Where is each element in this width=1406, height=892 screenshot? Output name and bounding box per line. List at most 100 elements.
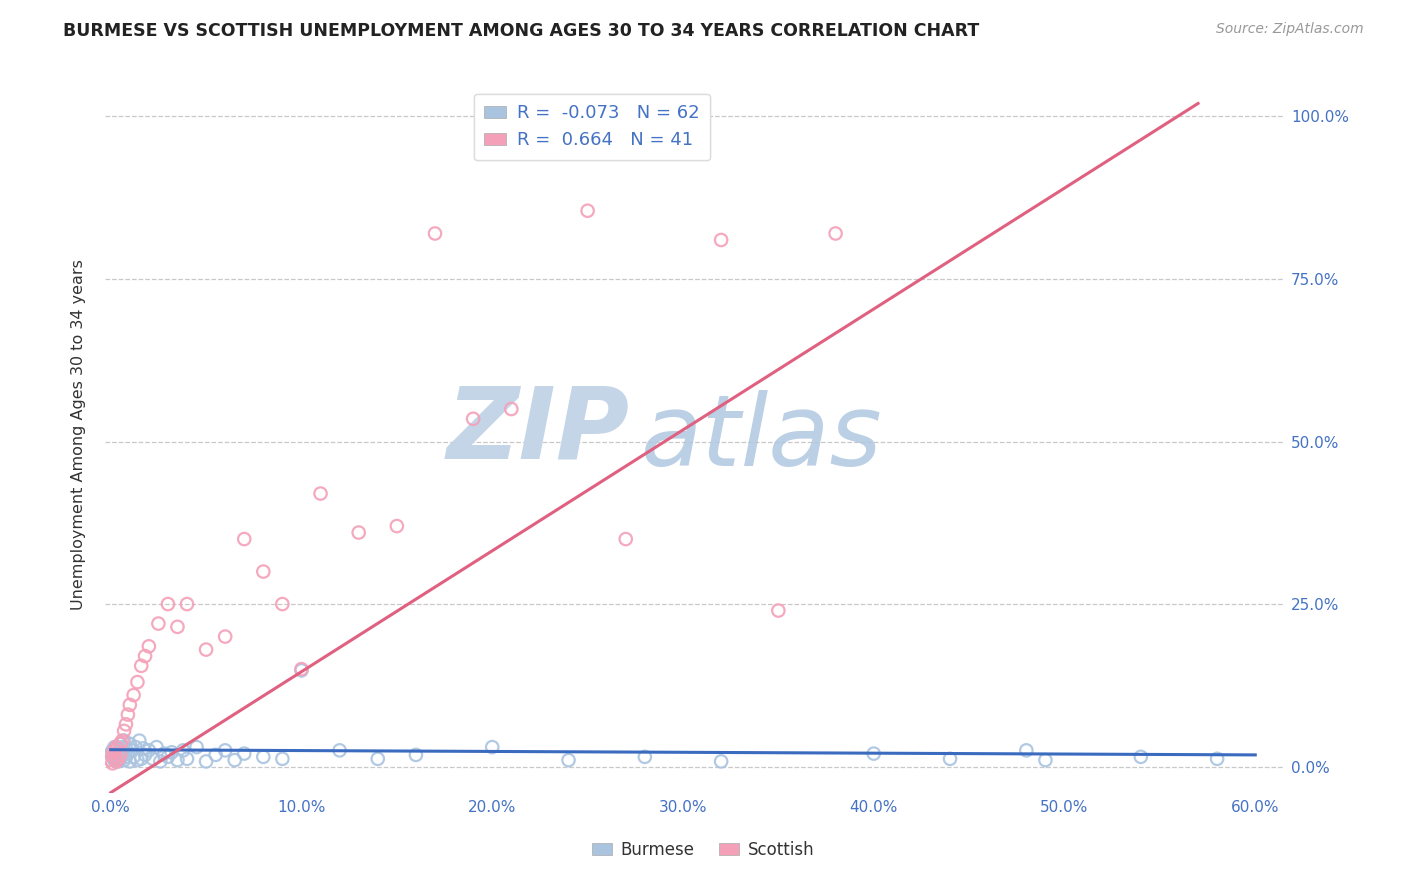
Point <box>103 752 125 766</box>
Point <box>1129 749 1152 764</box>
Point <box>101 749 124 764</box>
Point <box>112 753 135 767</box>
Point <box>110 737 132 751</box>
Point <box>463 411 485 425</box>
Point <box>1035 753 1057 767</box>
Point <box>110 747 132 762</box>
Point <box>118 755 141 769</box>
Point <box>481 740 503 755</box>
Point <box>105 741 128 756</box>
Point <box>329 743 352 757</box>
Point <box>117 707 139 722</box>
Point <box>115 749 138 764</box>
Point <box>195 642 218 657</box>
Point <box>138 743 160 757</box>
Point <box>252 565 274 579</box>
Point <box>233 747 256 761</box>
Point <box>110 743 132 757</box>
Point <box>156 749 179 764</box>
Point <box>309 486 332 500</box>
Point <box>405 747 427 762</box>
Point <box>214 630 236 644</box>
Point <box>1015 743 1038 757</box>
Point <box>768 603 790 617</box>
Legend: R =  -0.073   N = 62, R =  0.664   N = 41: R = -0.073 N = 62, R = 0.664 N = 41 <box>474 94 710 161</box>
Point <box>252 749 274 764</box>
Point <box>105 747 128 762</box>
Point <box>824 227 846 241</box>
Point <box>176 597 198 611</box>
Point <box>939 752 962 766</box>
Point <box>115 717 138 731</box>
Point <box>385 519 408 533</box>
Point <box>129 658 152 673</box>
Point <box>107 745 129 759</box>
Point <box>233 532 256 546</box>
Point <box>149 755 172 769</box>
Point <box>156 597 179 611</box>
Point <box>129 752 152 766</box>
Point <box>103 753 125 767</box>
Point <box>112 733 135 747</box>
Point <box>576 203 599 218</box>
Point <box>111 740 134 755</box>
Point <box>121 743 143 757</box>
Point <box>214 743 236 757</box>
Point <box>103 743 125 757</box>
Point <box>111 733 134 747</box>
Point <box>101 756 124 771</box>
Point <box>112 723 135 738</box>
Point <box>423 227 446 241</box>
Legend: Burmese, Scottish: Burmese, Scottish <box>585 835 821 866</box>
Point <box>103 749 125 764</box>
Point <box>134 747 156 762</box>
Point <box>634 749 657 764</box>
Point <box>153 747 176 761</box>
Point <box>290 664 312 678</box>
Point <box>347 525 370 540</box>
Point <box>118 737 141 751</box>
Point <box>142 752 165 766</box>
Point <box>271 597 294 611</box>
Point <box>127 753 149 767</box>
Point <box>501 402 523 417</box>
Point <box>1206 752 1229 766</box>
Point <box>118 698 141 712</box>
Point <box>105 740 128 755</box>
Text: BURMESE VS SCOTTISH UNEMPLOYMENT AMONG AGES 30 TO 34 YEARS CORRELATION CHART: BURMESE VS SCOTTISH UNEMPLOYMENT AMONG A… <box>63 22 980 40</box>
Point <box>117 747 139 761</box>
Point <box>107 755 129 769</box>
Point <box>122 749 145 764</box>
Y-axis label: Unemployment Among Ages 30 to 34 years: Unemployment Among Ages 30 to 34 years <box>72 260 86 610</box>
Point <box>195 755 218 769</box>
Point <box>710 233 733 247</box>
Text: atlas: atlas <box>641 390 883 487</box>
Point <box>132 741 155 756</box>
Point <box>115 741 138 756</box>
Point <box>105 755 128 769</box>
Point <box>145 740 167 755</box>
Point <box>614 532 637 546</box>
Point <box>166 620 188 634</box>
Point <box>172 743 194 757</box>
Point <box>128 733 150 747</box>
Point <box>176 752 198 766</box>
Point <box>110 752 132 766</box>
Point <box>148 616 170 631</box>
Point <box>134 649 156 664</box>
Point <box>101 743 124 757</box>
Point <box>710 755 733 769</box>
Point <box>122 688 145 702</box>
Point <box>101 747 124 761</box>
Point <box>224 753 246 767</box>
Point <box>100 747 122 761</box>
Point <box>111 747 134 762</box>
Point <box>100 753 122 767</box>
Text: ZIP: ZIP <box>447 383 630 480</box>
Point <box>367 752 389 766</box>
Point <box>124 740 146 755</box>
Point <box>290 662 312 676</box>
Text: Source: ZipAtlas.com: Source: ZipAtlas.com <box>1216 22 1364 37</box>
Point <box>186 740 208 755</box>
Point <box>160 745 183 759</box>
